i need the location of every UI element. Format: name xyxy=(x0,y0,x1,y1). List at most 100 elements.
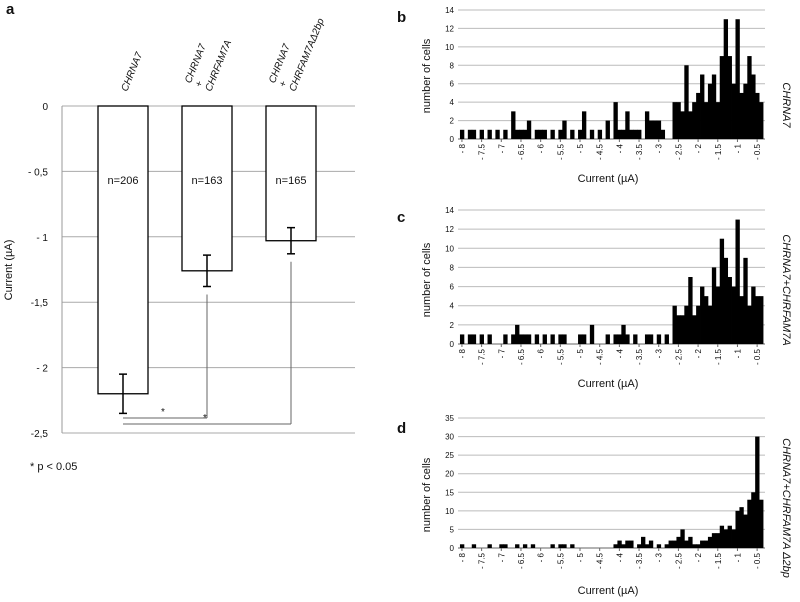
panel-a-category-label-line: + xyxy=(277,79,289,89)
panel-d-y-tick-labels: 0 5 10 15 20 25 30 35 xyxy=(445,414,454,553)
panel-d-x-tick-label: - 5.5 xyxy=(556,552,565,569)
panel-c-histogram-bar xyxy=(621,324,626,344)
panel-b-histogram-bar xyxy=(633,129,638,139)
panel-d-y-tick-label: 25 xyxy=(445,451,454,460)
panel-c-histogram-bar xyxy=(644,334,650,344)
panel-c-histogram-bar xyxy=(664,334,669,344)
panel-b-histogram-bar xyxy=(751,74,756,139)
panel-b-histogram-bar xyxy=(743,83,748,139)
panel-b-y-tick-label: 10 xyxy=(445,43,454,52)
panel-b-histogram-bar xyxy=(644,111,650,139)
panel-c-histogram-bar xyxy=(467,334,473,344)
panel-c-histogram-bar xyxy=(684,305,689,344)
panel-b-histogram-bar xyxy=(719,56,725,140)
panel-d-letter: d xyxy=(397,420,406,437)
panel-d-y-axis-title: number of cells xyxy=(421,457,433,532)
panel-a: a 0 - 0,5 - 1 -1,5 - 2 -2,5 Current (µA) n=20… xyxy=(3,1,355,473)
panel-b-y-tick-label: 8 xyxy=(450,61,455,70)
panel-c-histogram-bar xyxy=(550,334,555,344)
panel-b-histogram-bar xyxy=(700,74,705,139)
panel-c-histogram-bar xyxy=(519,334,524,344)
panel-d-x-tick-label: - 4.5 xyxy=(596,552,605,569)
panel-c-histogram-bar xyxy=(755,296,760,344)
panel-c-histogram-bar xyxy=(723,257,729,344)
panel-b-histogram-bar xyxy=(617,129,622,139)
panel-c-histogram-bar xyxy=(672,305,677,344)
panel-d-x-tick-label: - 7 xyxy=(497,552,506,562)
panel-a-category-label: CHRNA7+CHRFAM7A xyxy=(183,38,234,93)
panel-b-histogram-bar xyxy=(672,102,677,139)
panel-c-histogram-bar xyxy=(605,334,610,344)
panel-a-category-label-line: CHRNA7 xyxy=(267,42,293,85)
panel-c-x-tick-label: - 5 xyxy=(576,348,585,358)
panel-b-histogram-bar xyxy=(558,129,563,139)
panel-d-histogram-bar xyxy=(692,544,697,548)
panel-d-histogram-bar xyxy=(625,540,630,548)
panel-d-y-tick-label: 0 xyxy=(450,544,455,553)
panel-d: d 0 5 10 15 20 25 30 35 - 8 - 7.5 - 7 - 6.5 - 6 - 5.… xyxy=(397,414,792,597)
panel-d-x-tick-labels: - 8 - 7.5 - 7 - 6.5 - 6 - 5.5 - 5 - 4.5 - 4 - 3.5… xyxy=(458,548,762,569)
panel-b-histogram-bar xyxy=(605,120,610,139)
panel-b-histogram-bar xyxy=(688,111,693,139)
panel-b-histogram-bar xyxy=(723,19,729,139)
panel-c-histogram-bar xyxy=(503,334,508,344)
panel-b-histogram-bar xyxy=(526,120,532,139)
panel-b-histogram-bar xyxy=(519,129,524,139)
panel-d-histogram-bar xyxy=(715,533,721,548)
panel-b-x-tick-label: - 4 xyxy=(615,143,624,153)
panel-d-histogram-bar xyxy=(570,544,575,548)
panel-b-x-tick-label: - 0.5 xyxy=(753,143,762,160)
panel-c-y-tick-label: 8 xyxy=(450,263,455,272)
panel-c-histogram-bar xyxy=(692,315,697,344)
panel-b-x-tick-label: - 2.5 xyxy=(674,143,683,160)
panel-b-x-axis-title: Current (µA) xyxy=(578,173,639,185)
panel-c-x-tick-label: - 1 xyxy=(733,348,742,358)
panel-c-x-tick-label: - 4.5 xyxy=(596,348,605,365)
panel-b-y-tick-label: 0 xyxy=(450,135,455,144)
panel-b-y-tick-label: 14 xyxy=(445,6,454,15)
panel-d-histogram-bar xyxy=(759,499,764,548)
panel-b-histogram-bar xyxy=(629,129,634,139)
panel-c-histogram-bar xyxy=(578,334,583,344)
panel-b-histogram-bar xyxy=(487,129,492,139)
panel-b-x-tick-label: - 7 xyxy=(497,143,506,153)
panel-a-category-label: CHRNA7+CHRFAM7AΔ2bp xyxy=(267,17,327,94)
panel-b-histogram-bar xyxy=(656,120,662,139)
panel-d-histogram-bar xyxy=(644,544,650,548)
panel-d-histogram-bar xyxy=(503,544,508,548)
panel-b-histogram-bar xyxy=(707,83,713,139)
panel-b-histogram-bar xyxy=(550,129,555,139)
panel-d-histogram-bar xyxy=(735,510,740,548)
panel-c-histogram-bar xyxy=(707,305,713,344)
panel-c-x-tick-label: - 6 xyxy=(537,348,546,358)
panel-a-y-tick-label: - 2 xyxy=(36,364,48,375)
panel-d-histogram-bar xyxy=(696,544,701,548)
panel-d-histogram-bar xyxy=(672,540,677,548)
panel-c-x-axis-title: Current (µA) xyxy=(578,378,639,390)
panel-b-histogram-bar xyxy=(692,102,697,139)
panel-a-category-labels: CHRNA7 CHRNA7+CHRFAM7A CHRNA7+CHRFAM7AΔ2bp xyxy=(120,17,327,94)
panel-c-y-tick-label: 4 xyxy=(450,302,455,311)
panel-a-significance-mark: * xyxy=(203,413,207,424)
panel-b-x-tick-labels: - 8 - 7.5 - 7 - 6.5 - 6 - 5.5 - 5 - 4.5 - 4 - 3.5… xyxy=(458,139,762,160)
panel-d-histogram-bar xyxy=(499,544,504,548)
panel-b-histogram-bar xyxy=(578,129,583,139)
panel-c-x-tick-label: - 0.5 xyxy=(753,348,762,365)
panel-d-x-tick-label: - 6 xyxy=(537,552,546,562)
panel-a-category-label: CHRNA7 xyxy=(120,50,146,93)
panel-d-histogram-bar xyxy=(617,540,622,548)
panel-c-histogram-bar xyxy=(558,334,563,344)
panel-d-histogram-bar xyxy=(711,533,717,548)
panel-c-histogram-bar xyxy=(700,286,705,344)
panel-c-histogram-bar xyxy=(459,334,465,344)
panel-d-histogram-bar xyxy=(637,544,642,548)
panel-b-histogram-bar xyxy=(534,129,540,139)
panel-a-n-label: n=206 xyxy=(108,175,139,187)
panel-d-histogram-bar xyxy=(723,529,729,548)
panel-c-x-tick-label: - 2 xyxy=(694,348,703,358)
panel-b-histogram-bar xyxy=(471,129,477,139)
panel-d-y-tick-label: 20 xyxy=(445,470,454,479)
